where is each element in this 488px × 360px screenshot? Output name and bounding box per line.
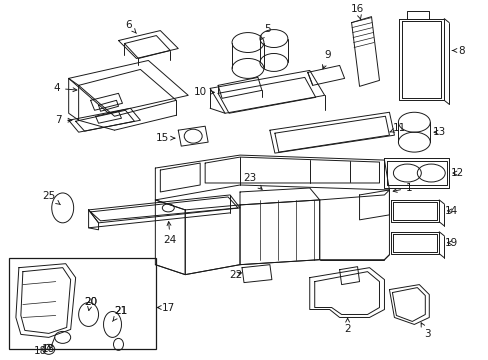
Text: 14: 14	[444, 206, 457, 216]
Text: 22: 22	[229, 270, 242, 280]
Text: 21: 21	[112, 306, 127, 321]
Text: 19: 19	[444, 238, 457, 248]
Text: 8: 8	[451, 45, 464, 55]
Text: 25: 25	[42, 191, 61, 205]
Text: 16: 16	[350, 4, 364, 19]
Text: 2: 2	[344, 318, 350, 334]
Text: 18: 18	[42, 345, 55, 354]
Text: 21: 21	[114, 306, 127, 316]
Text: 3: 3	[420, 323, 430, 339]
Text: 5: 5	[260, 24, 271, 40]
Text: 11: 11	[389, 123, 405, 133]
Text: 15: 15	[155, 133, 174, 143]
Text: 9: 9	[322, 50, 330, 69]
Text: 1: 1	[392, 183, 412, 193]
Text: 24: 24	[163, 222, 177, 245]
Text: 12: 12	[449, 168, 463, 178]
Text: 7: 7	[55, 115, 72, 125]
Text: 20: 20	[84, 297, 97, 306]
Text: 4: 4	[53, 84, 77, 93]
Text: 23: 23	[243, 173, 262, 189]
Text: 10: 10	[193, 87, 214, 97]
Text: 20: 20	[84, 297, 97, 311]
Text: 6: 6	[125, 19, 136, 33]
Text: 17: 17	[157, 302, 175, 312]
Text: 18: 18	[34, 346, 47, 356]
Text: 13: 13	[432, 127, 445, 137]
